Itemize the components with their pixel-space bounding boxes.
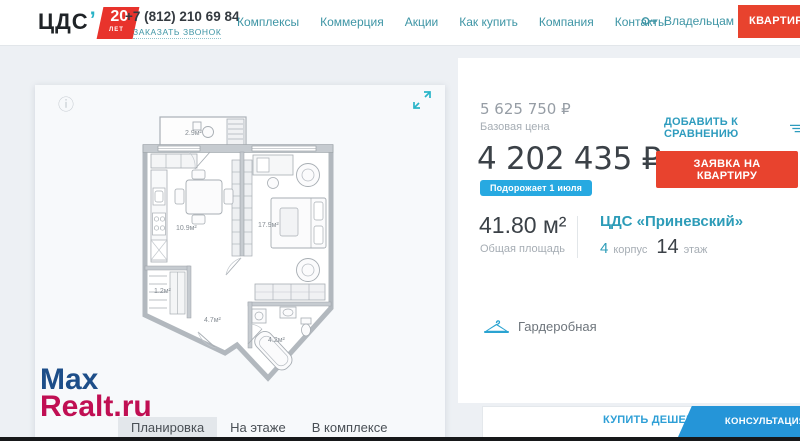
room-label-living: 17.9м² (258, 222, 279, 229)
room-label-hall: 4.7м² (204, 317, 222, 324)
plan-tabs: Планировка На этаже В комплексе (118, 417, 400, 437)
floor-number: 14 (656, 236, 679, 258)
nav-contacts[interactable]: Контакты (614, 15, 667, 29)
nav-company[interactable]: Компания (538, 15, 594, 29)
feature-wardrobe-label: Гардеробная (518, 319, 597, 334)
room-label-closet: 1.2м² (154, 288, 172, 295)
room-label-kitchen: 10.9м² (176, 225, 197, 232)
logo-tick-icon: ’ (89, 7, 96, 32)
info-icon[interactable]: ⓘ (58, 97, 75, 114)
owners-link[interactable]: Владельцам (641, 14, 734, 28)
floor-plan: 2.9м² 10.9м² 17.9м² 1.2м² 4.7м² 4.2м² (142, 116, 334, 382)
logo-text: ЦДС (38, 9, 89, 34)
owners-link-label: Владельцам (664, 14, 735, 28)
maxrealt-watermark: Max Realt.ru (40, 363, 152, 423)
tab-on-floor[interactable]: На этаже (230, 420, 286, 435)
key-icon (641, 17, 657, 25)
add-to-compare-label: ДОБАВИТЬ К СРАВНЕНИЮ (664, 116, 739, 140)
price-panel (458, 58, 800, 403)
tab-in-complex[interactable]: В комплексе (311, 420, 388, 435)
flats-button[interactable]: КВАРТИРЫ (738, 5, 800, 38)
hanger-icon (484, 320, 509, 333)
building-label: корпус (613, 244, 648, 256)
cds-logo[interactable]: ЦДС’ 20 ЛЕТ (38, 7, 140, 39)
divider (577, 216, 578, 258)
phone-number[interactable]: +7 (812) 210 69 84 (125, 9, 240, 24)
consultation-banner[interactable]: КОНСУЛЬТАЦИЯ ПО (678, 406, 800, 437)
building-number: 4 (600, 240, 609, 257)
watermark-line2: Realt.ru (40, 390, 152, 423)
compare-icon (789, 124, 800, 132)
main-nav: Комплексы Коммерция Акции Как купить Ком… (237, 15, 667, 29)
nav-how-to-buy[interactable]: Как купить (459, 15, 518, 29)
base-price: 5 625 750 ₽ (480, 100, 571, 118)
building-floor-row: 4 корпус 14 этаж (600, 236, 707, 259)
tab-layout[interactable]: Планировка (118, 417, 218, 437)
nav-commerce[interactable]: Коммерция (320, 15, 384, 29)
add-to-compare-link[interactable]: ДОБАВИТЬ К СРАВНЕНИЮ (664, 116, 800, 140)
floor-label: этаж (683, 244, 708, 256)
complex-link[interactable]: ЦДС «Приневский» (600, 213, 744, 230)
watermark-line1: Max (40, 363, 99, 396)
header: ЦДС’ 20 ЛЕТ +7 (812) 210 69 84 ЗАКАЗАТЬ … (0, 0, 800, 46)
current-price: 4 202 435 ₽ (477, 141, 662, 177)
consultation-banner-label: КОНСУЛЬТАЦИЯ ПО (724, 416, 800, 427)
nav-complexes[interactable]: Комплексы (237, 15, 300, 29)
room-label-balcony: 2.9м² (185, 130, 203, 137)
base-price-label: Базовая цена (480, 121, 550, 133)
price-rise-badge: Подорожает 1 июля (480, 180, 593, 196)
bottom-dark-strip (0, 437, 800, 441)
nav-promos[interactable]: Акции (404, 15, 439, 29)
request-flat-button[interactable]: ЗАЯВКА НА КВАРТИРУ (656, 151, 798, 188)
room-label-bath: 4.2м² (268, 337, 286, 344)
fullscreen-expand-icon[interactable] (411, 89, 433, 116)
buy-cheaper-link[interactable]: КУПИТЬ ДЕШЕВЛЕ (603, 414, 710, 426)
callback-link[interactable]: ЗАКАЗАТЬ ЗВОНОК (133, 27, 222, 39)
total-area-value: 41.80 м² (479, 212, 567, 238)
total-area-label: Общая площадь (480, 243, 565, 255)
feature-wardrobe: Гардеробная (483, 318, 597, 335)
